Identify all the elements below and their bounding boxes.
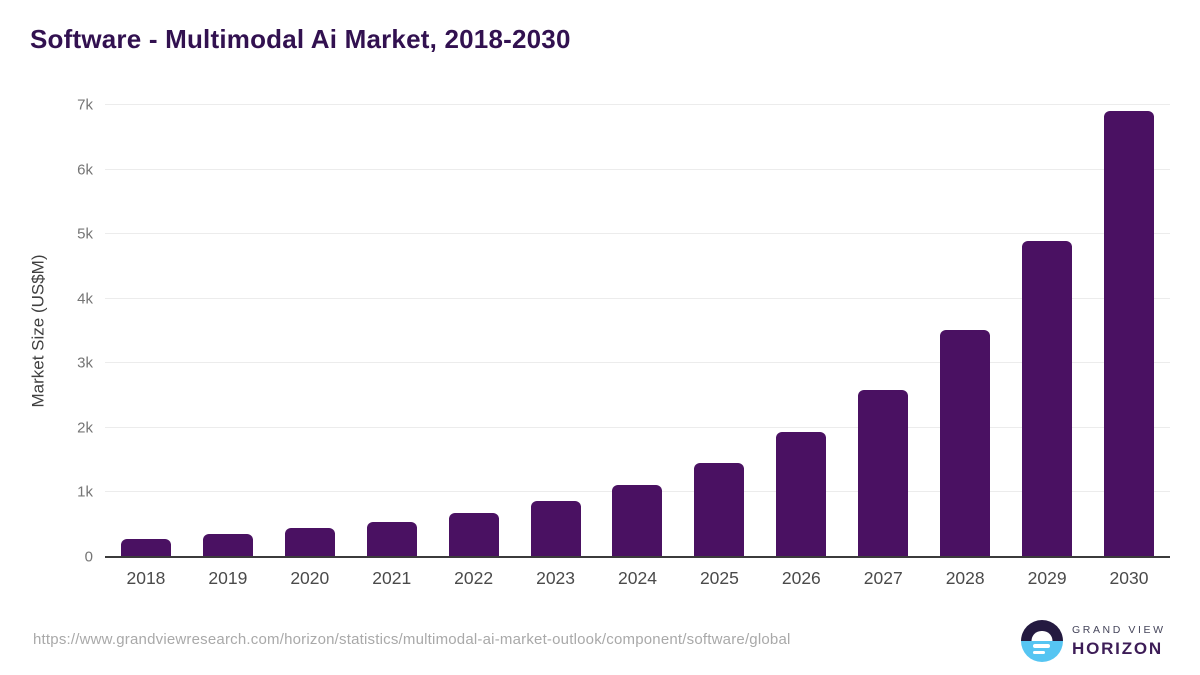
x-axis-line	[105, 556, 1170, 558]
brand-logo[interactable]: GRAND VIEW HORIZON	[1021, 620, 1166, 662]
x-axis-labels: 2018 2019 2020 2021 2022 2023 2024 2025 2026 2027…	[105, 568, 1170, 589]
logo-horizon-label: HORIZON	[1072, 638, 1163, 658]
bar-slot-2024	[597, 105, 679, 557]
x-tick-label-2022: 2022	[454, 568, 494, 588]
x-tick-label-2025: 2025	[699, 568, 739, 588]
bar-2028[interactable]	[940, 329, 991, 557]
x-tick-label-2020: 2020	[290, 568, 330, 588]
x-tick-label-2027: 2027	[863, 568, 903, 588]
bar-slot-2020	[269, 105, 351, 557]
bar-2030[interactable]	[1104, 111, 1155, 557]
y-tick-label-7k: 7k	[77, 96, 93, 114]
gridline-4k	[105, 297, 1170, 299]
bar-2023[interactable]	[530, 501, 581, 557]
y-tick-label-3k: 3k	[77, 354, 93, 372]
bar-2020[interactable]	[284, 528, 335, 557]
bar-slot-2026	[760, 105, 842, 557]
x-tick-label-2030: 2030	[1109, 568, 1149, 588]
y-tick-label-4k: 4k	[77, 290, 93, 308]
y-tick-label-1k: 1k	[77, 483, 93, 501]
logo-reflection-line-2	[1033, 650, 1045, 654]
bar-slot-2027	[842, 105, 924, 557]
x-tick-label-2029: 2029	[1027, 568, 1067, 588]
y-tick-label-0: 0	[84, 548, 93, 566]
bar-slot-2019	[187, 105, 269, 557]
y-tick-label-2k: 2k	[77, 419, 93, 437]
source-url: https://www.grandviewresearch.com/horizo…	[33, 631, 791, 648]
x-tick-label-2026: 2026	[781, 568, 821, 588]
bar-2029[interactable]	[1022, 240, 1073, 557]
bar-slot-2028	[924, 105, 1006, 557]
bar-slot-2029	[1006, 105, 1088, 557]
logo-wordmark: GRAND VIEW HORIZON	[1072, 625, 1166, 657]
x-tick-label-2024: 2024	[618, 568, 657, 588]
x-tick-label-2023: 2023	[536, 568, 576, 588]
bar-2027[interactable]	[858, 390, 909, 557]
plot-area: 0 1k 2k 3k 4k 5k 6k 7k	[77, 97, 1170, 566]
x-tick-label-2019: 2019	[208, 568, 248, 588]
bar-slot-2023	[515, 105, 597, 557]
gridline-2k	[105, 426, 1170, 428]
bar-2024[interactable]	[612, 485, 663, 557]
logo-reflection-line-1	[1033, 644, 1050, 648]
bar-slot-2022	[433, 105, 515, 557]
bars-container	[105, 105, 1170, 557]
gridline-6k	[105, 168, 1170, 170]
bar-2021[interactable]	[366, 521, 417, 557]
bar-slot-2025	[678, 105, 760, 557]
y-axis-title-text: Market Size (US$M)	[29, 254, 48, 408]
x-tick-label-2021: 2021	[372, 568, 412, 588]
bar-2019[interactable]	[202, 533, 253, 557]
y-tick-label-6k: 6k	[77, 161, 93, 179]
horizon-sun-logo-icon	[1021, 620, 1063, 662]
bar-2026[interactable]	[776, 432, 827, 557]
bar-2025[interactable]	[694, 463, 745, 557]
gridline-5k	[105, 233, 1170, 235]
bar-slot-2018	[105, 105, 187, 557]
bar-2018[interactable]	[120, 539, 171, 557]
gridline-3k	[105, 362, 1170, 364]
bar-2022[interactable]	[448, 513, 499, 557]
chart-title: Software - Multimodal Ai Market, 2018-20…	[30, 24, 571, 54]
bar-slot-2021	[351, 105, 433, 557]
y-axis-title: Market Size (US$M)	[24, 105, 54, 557]
logo-grand-view-label: GRAND VIEW	[1072, 624, 1166, 637]
gridline-7k	[105, 104, 1170, 105]
logo-sun-dome	[1031, 631, 1053, 641]
x-tick-label-2028: 2028	[945, 568, 985, 588]
x-tick-label-2018: 2018	[126, 568, 166, 588]
bar-slot-2030	[1088, 105, 1170, 557]
y-tick-label-5k: 5k	[77, 225, 93, 243]
